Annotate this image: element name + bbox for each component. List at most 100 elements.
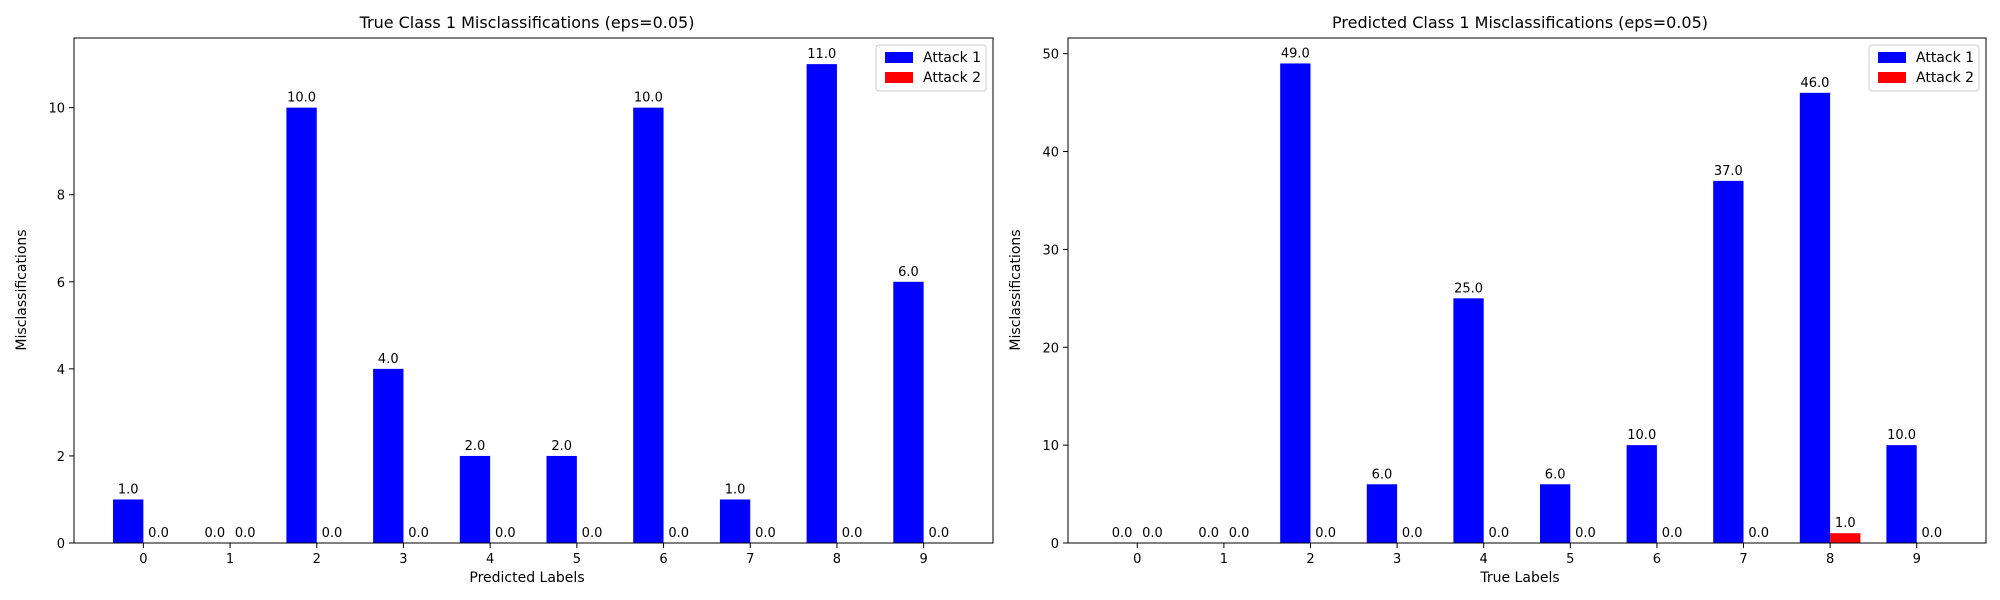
- y-tick-label: 0: [1051, 537, 1059, 552]
- bar-value-label: 0.0: [668, 526, 689, 541]
- x-tick-label: 9: [1913, 552, 1921, 567]
- axes-frame: [1067, 37, 1987, 544]
- y-axis-label: Misclassifications: [14, 229, 30, 350]
- bar-value-label: 2.0: [551, 439, 572, 454]
- x-tick-label: 6: [659, 552, 667, 567]
- x-tick-label: 3: [399, 552, 407, 567]
- legend-label-attack-2: Attack 2: [1916, 70, 1974, 86]
- bar-value-label: 37.0: [1714, 164, 1743, 179]
- bar: [286, 107, 317, 543]
- x-axis-label: Predicted Labels: [469, 570, 584, 586]
- legend-swatch-attack-1: [885, 52, 913, 63]
- x-tick-label: 2: [1306, 552, 1314, 567]
- legend-swatch-attack-1: [1878, 52, 1906, 63]
- bar-value-label: 0.0: [1575, 526, 1596, 541]
- bar: [1539, 484, 1571, 543]
- x-tick-label: 3: [1393, 552, 1401, 567]
- x-tick-label: 8: [833, 552, 841, 567]
- chart-title: Predicted Class 1 Misclassifications (ep…: [1332, 13, 1708, 32]
- bar: [633, 107, 664, 543]
- bar: [1886, 445, 1917, 543]
- bar-value-label: 10.0: [1887, 428, 1916, 443]
- x-tick-label: 5: [1566, 552, 1574, 567]
- bar-value-label: 0.0: [1748, 526, 1769, 541]
- bar-value-label: 6.0: [898, 265, 919, 280]
- bar-value-label: 1.0: [725, 482, 746, 497]
- axes-frame: [73, 37, 994, 544]
- legend-swatch-attack-2: [885, 72, 913, 83]
- x-tick-label: 1: [226, 552, 234, 567]
- y-axis-label: Misclassifications: [1008, 229, 1024, 350]
- x-tick-label: 0: [1133, 552, 1141, 567]
- bar-value-label: 0.0: [928, 526, 949, 541]
- bar-value-label: 25.0: [1454, 281, 1483, 296]
- legend: Attack 1 Attack 2: [1868, 44, 1980, 92]
- bar-value-label: 0.0: [842, 526, 863, 541]
- bar-value-label: 0.0: [1142, 526, 1163, 541]
- y-tick-label: 8: [57, 189, 65, 204]
- bar: [113, 499, 144, 543]
- y-tick-label: 4: [57, 363, 65, 378]
- bar-value-label: 4.0: [378, 352, 399, 367]
- bar-value-label: 0.0: [755, 526, 776, 541]
- chart-predicted-class-1: Predicted Class 1 Misclassifications (ep…: [1008, 13, 1987, 586]
- bar: [1799, 92, 1831, 543]
- bar-value-label: 0.0: [1315, 526, 1336, 541]
- y-tick-label: 20: [1042, 341, 1059, 356]
- x-tick-label: 7: [746, 552, 754, 567]
- x-tick-label: 8: [1826, 552, 1834, 567]
- bar-value-label: 0.0: [1112, 526, 1133, 541]
- x-tick-label: 2: [313, 552, 321, 567]
- bar: [893, 281, 924, 543]
- x-tick-label: 6: [1653, 552, 1661, 567]
- x-tick-label: 4: [1480, 552, 1488, 567]
- chart-true-class-1: True Class 1 Misclassifications (eps=0.0…: [14, 13, 994, 586]
- legend-label-attack-2: Attack 2: [923, 70, 981, 86]
- bar-value-label: 0.0: [1662, 526, 1683, 541]
- bar-value-label: 10.0: [1627, 428, 1656, 443]
- bar-value-label: 1.0: [118, 482, 139, 497]
- bar-value-label: 10.0: [634, 91, 663, 106]
- bar-value-label: 0.0: [205, 526, 226, 541]
- legend: Attack 1 Attack 2: [875, 44, 987, 92]
- bar-value-label: 6.0: [1545, 467, 1566, 482]
- bar-value-label: 6.0: [1372, 467, 1393, 482]
- bar-value-label: 11.0: [807, 47, 836, 62]
- y-tick-label: 0: [57, 537, 65, 552]
- x-tick-label: 4: [486, 552, 494, 567]
- y-tick-label: 30: [1042, 243, 1059, 258]
- x-tick-label: 5: [573, 552, 581, 567]
- y-tick-label: 50: [1042, 48, 1059, 63]
- bar: [1280, 63, 1311, 543]
- bar-value-label: 0.0: [408, 526, 429, 541]
- x-tick-label: 1: [1220, 552, 1228, 567]
- bar: [1453, 298, 1484, 543]
- bar-value-label: 0.0: [582, 526, 603, 541]
- bar: [373, 368, 404, 543]
- bar: [719, 499, 751, 543]
- bar: [1713, 180, 1744, 543]
- bar: [1366, 484, 1398, 543]
- bar-value-label: 0.0: [1489, 526, 1510, 541]
- bar-value-label: 10.0: [287, 91, 316, 106]
- bar-value-label: 46.0: [1800, 76, 1829, 91]
- y-tick-label: 6: [57, 276, 65, 291]
- bar: [1830, 533, 1861, 543]
- bar-value-label: 2.0: [465, 439, 486, 454]
- bar-value-label: 0.0: [1198, 526, 1219, 541]
- y-tick-label: 10: [48, 102, 65, 117]
- y-tick-label: 10: [1042, 439, 1059, 454]
- bar-value-label: 0.0: [1402, 526, 1423, 541]
- y-tick-label: 40: [1042, 146, 1059, 161]
- chart-title: True Class 1 Misclassifications (eps=0.0…: [359, 13, 695, 32]
- legend-label-attack-1: Attack 1: [1916, 50, 1974, 66]
- bar-value-label: 1.0: [1835, 516, 1856, 531]
- bar: [546, 455, 577, 543]
- x-tick-label: 9: [920, 552, 928, 567]
- y-tick-label: 2: [57, 450, 65, 465]
- bar: [459, 455, 491, 543]
- bar-value-label: 0.0: [235, 526, 256, 541]
